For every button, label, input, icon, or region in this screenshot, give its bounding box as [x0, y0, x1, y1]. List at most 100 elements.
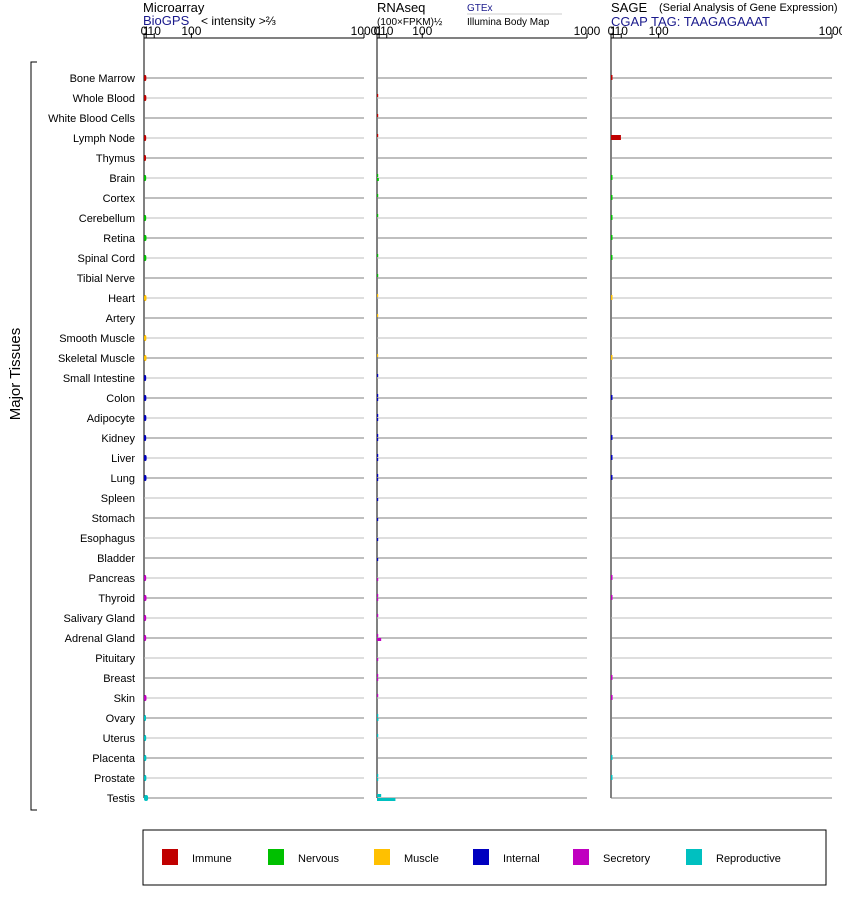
- tissue-label: Spinal Cord: [78, 253, 135, 265]
- panel-source-link-gtex[interactable]: GTEx: [467, 3, 493, 14]
- bar-rnaseq: [377, 194, 379, 197]
- bar-rnaseq: [377, 674, 379, 677]
- bar-rnaseq: [377, 658, 379, 661]
- bar-sage: [611, 475, 613, 480]
- tissue-label: Testis: [107, 793, 136, 805]
- bar-sage: [611, 175, 613, 180]
- bar-rnaseq: [377, 734, 379, 737]
- bar-rnaseq: [377, 478, 379, 481]
- panel-title-microarray: Microarray: [143, 0, 205, 15]
- bar-microarray: [144, 75, 147, 81]
- bar-rnaseq: [377, 438, 379, 441]
- bar-sage: [611, 395, 613, 400]
- bar-sage: [611, 355, 613, 360]
- panel-source-sage[interactable]: CGAP TAG: TAAGAGAAAT: [611, 14, 770, 29]
- bar-rnaseq: [377, 374, 379, 377]
- bar-rnaseq: [377, 778, 379, 781]
- tissue-label: Bladder: [97, 553, 135, 565]
- bar-sage: [611, 575, 613, 580]
- tissue-label: Adipocyte: [87, 413, 135, 425]
- bar-rnaseq: [377, 718, 379, 721]
- y-group-label: Major Tissues: [7, 328, 24, 421]
- bar-sage: [611, 435, 613, 440]
- tissue-label: Lung: [111, 473, 135, 485]
- bar-rnaseq: [377, 414, 379, 417]
- bar-microarray: [144, 95, 147, 101]
- tissue-label: Smooth Muscle: [59, 333, 135, 345]
- panel-2-tick-label-2: 10: [615, 24, 629, 38]
- legend-swatch: [573, 849, 589, 865]
- bars: [144, 75, 621, 801]
- bar-rnaseq: [377, 498, 379, 501]
- bar-microarray: [144, 715, 147, 721]
- bar-rnaseq: [377, 594, 379, 597]
- tissue-label: Artery: [106, 313, 136, 325]
- bar-microarray: [144, 775, 147, 781]
- bar-microarray: [144, 335, 147, 341]
- panel-unit-sage: (Serial Analysis of Gene Expression): [659, 2, 838, 14]
- bar-microarray: [144, 175, 147, 181]
- bar-rnaseq: [377, 178, 379, 181]
- bar-rnaseq: [377, 458, 379, 461]
- bar-microarray: [144, 155, 147, 161]
- major-tissues-bracket: Major Tissues: [7, 61, 37, 811]
- bar-rnaseq: [377, 354, 379, 357]
- bracket-line: [30, 61, 37, 811]
- bar-sage: [611, 215, 613, 220]
- panel-header-microarray: Microarray BioGPS < intensity >⅔: [143, 0, 276, 28]
- legend-label: Reproductive: [716, 853, 781, 865]
- bar-rnaseq: [377, 294, 379, 297]
- bar-rnaseq: [377, 678, 379, 681]
- legend-item-internal: Internal: [473, 849, 540, 865]
- bar-microarray: [144, 375, 147, 381]
- tissue-label: Retina: [103, 233, 136, 245]
- tissue-label: Spleen: [101, 493, 135, 505]
- bar-microarray: [144, 635, 147, 641]
- bar-rnaseq: [377, 798, 396, 801]
- axes: 011010010000110100100001101001000: [141, 24, 842, 798]
- bar-microarray: [144, 695, 147, 701]
- panel-0-tick-label-3: 100: [181, 24, 201, 38]
- legend-label: Muscle: [404, 853, 439, 865]
- bar-sage: [611, 755, 613, 760]
- bar-sage: [611, 695, 613, 700]
- bar-microarray: [144, 795, 149, 801]
- bar-rnaseq: [377, 394, 379, 397]
- bar-sage: [611, 235, 613, 240]
- panel-header-sage: SAGE (Serial Analysis of Gene Expression…: [611, 0, 838, 29]
- row-gridlines: [144, 77, 832, 799]
- legend-item-secretory: Secretory: [573, 849, 651, 865]
- legend-item-nervous: Nervous: [268, 849, 339, 865]
- panel-0-tick-label-2: 10: [148, 24, 162, 38]
- bar-rnaseq: [377, 398, 379, 401]
- tissue-label: Bone Marrow: [70, 73, 135, 85]
- tissue-label: Pituitary: [95, 653, 135, 665]
- tissue-label: Stomach: [92, 513, 135, 525]
- bar-microarray: [144, 215, 147, 221]
- bar-rnaseq: [377, 134, 379, 137]
- bar-microarray: [144, 135, 147, 141]
- legend-swatch: [268, 849, 284, 865]
- legend-swatch: [374, 849, 390, 865]
- tissue-label: Ovary: [106, 713, 136, 725]
- tissue-label: Cerebellum: [79, 213, 135, 225]
- panel-2-tick-label-4: 1000: [819, 24, 842, 38]
- panel-1-tick-label-1: 1: [376, 24, 383, 38]
- bar-microarray: [144, 235, 147, 241]
- panel-0-tick-label-1: 1: [143, 24, 150, 38]
- bar-sage: [611, 775, 613, 780]
- tissue-labels: Bone Marrow Whole Blood White Blood Cells L…: [48, 73, 136, 805]
- bar-rnaseq: [377, 638, 382, 641]
- bar-rnaseq: [377, 94, 379, 97]
- bar-sage: [611, 195, 613, 200]
- tissue-label: Colon: [106, 393, 135, 405]
- bar-microarray: [144, 755, 147, 761]
- bar-rnaseq: [377, 794, 382, 797]
- panel-0-tick-label-0: 0: [141, 24, 148, 38]
- legend-item-reproductive: Reproductive: [686, 849, 781, 865]
- bar-microarray: [144, 475, 147, 481]
- tissue-label: Esophagus: [80, 533, 136, 545]
- panel-source-microarray[interactable]: BioGPS: [143, 13, 190, 28]
- tissue-label: Skin: [114, 693, 135, 705]
